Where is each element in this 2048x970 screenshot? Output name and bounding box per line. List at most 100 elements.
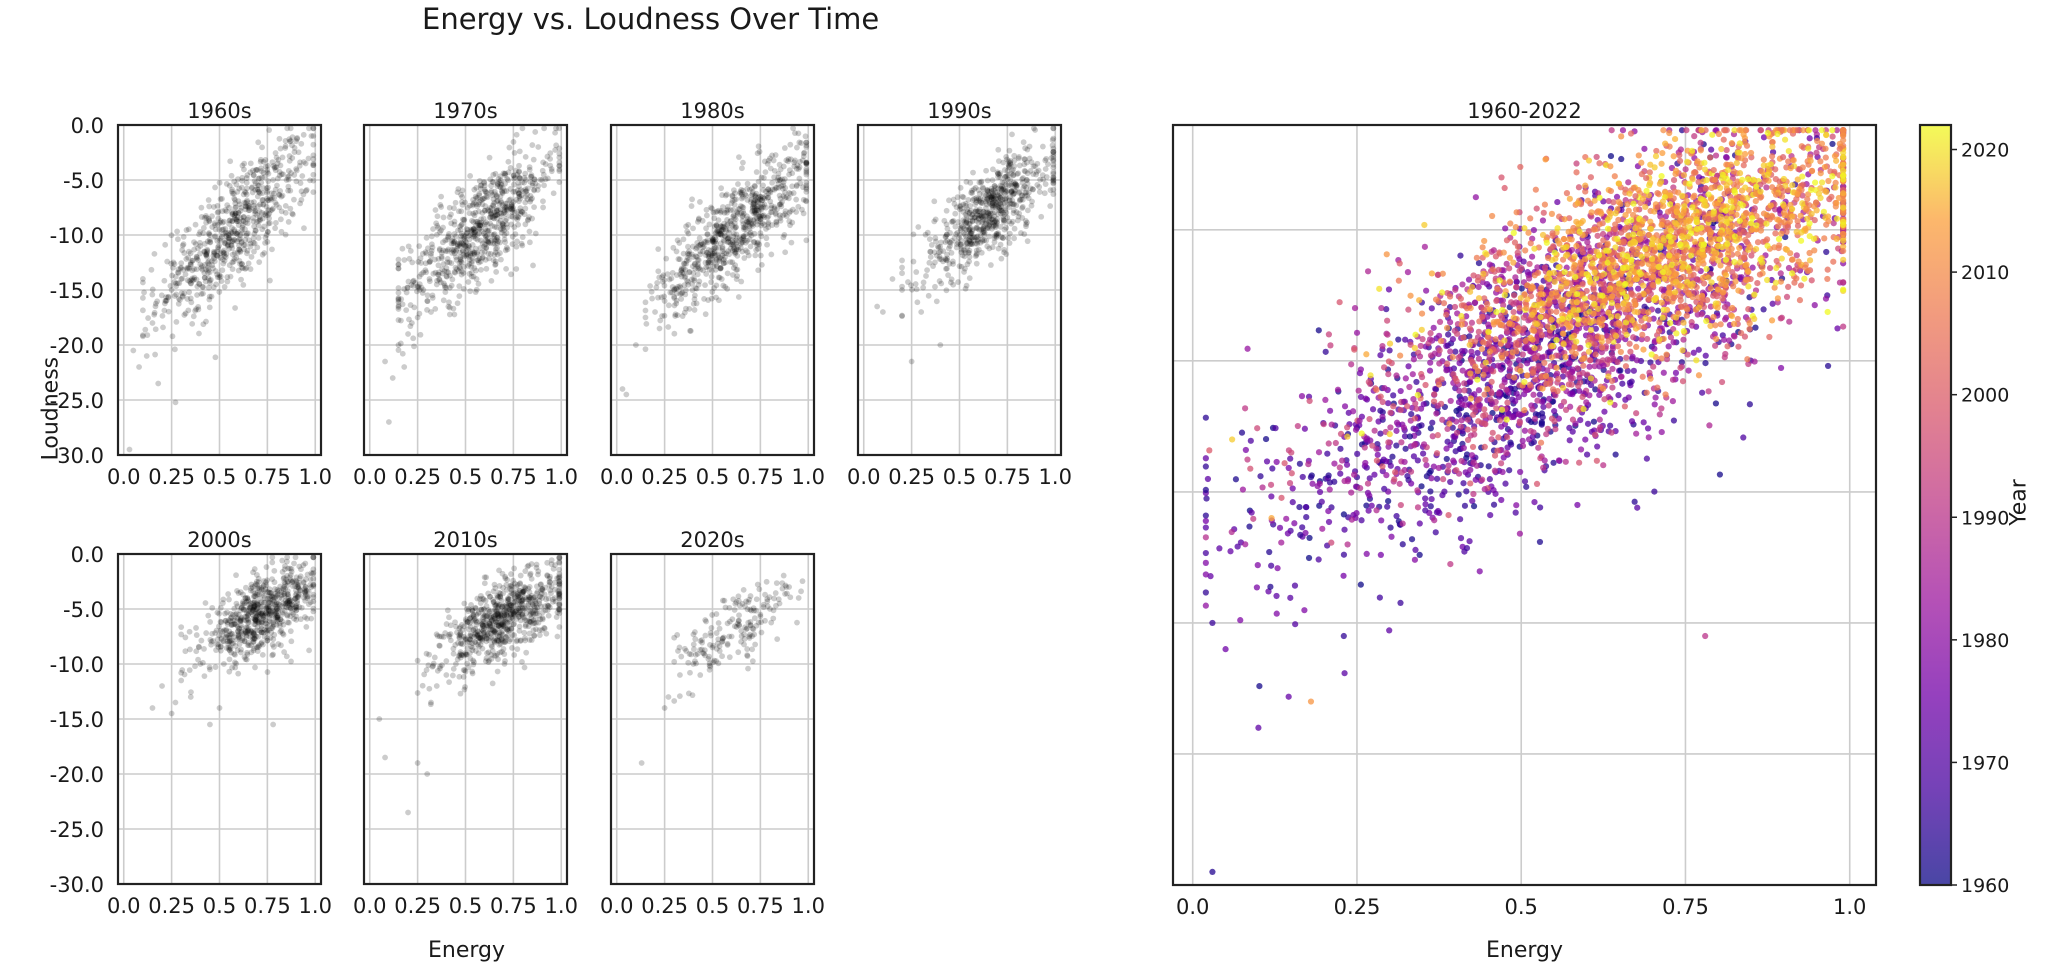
panel-7-point (1486, 463, 1492, 469)
panel-2-point (678, 296, 684, 302)
panel-0-point (242, 200, 248, 206)
panel-0-point (200, 291, 206, 297)
panel-6-point (736, 593, 742, 599)
panel-1-point (490, 202, 496, 208)
panel-0-point (248, 160, 254, 166)
panel-1-point (540, 205, 546, 211)
panel-1-point (452, 219, 458, 225)
panel-2-point (777, 193, 783, 199)
panel-4-point (205, 613, 211, 619)
panel-5-point (426, 686, 432, 692)
panel-4-point (228, 631, 234, 637)
panel-6-point (726, 605, 732, 611)
panel-1-point (514, 239, 520, 245)
panel-3-point (998, 256, 1004, 262)
panel-0-point (236, 210, 242, 216)
panel-1-point (442, 283, 448, 289)
panel-5-point (556, 554, 562, 560)
panel-7-point (1487, 512, 1493, 518)
panel-0-point (130, 348, 136, 354)
panel-4-point (218, 619, 224, 625)
panel-1-point (446, 299, 452, 305)
panel-3-point (973, 253, 979, 259)
panel-0-point (195, 304, 201, 310)
panel-4-point (260, 652, 266, 658)
panel-7-point (1300, 474, 1306, 480)
panel-5-point (546, 613, 552, 619)
panel-5-point (550, 599, 556, 605)
panel-7-point (1290, 499, 1296, 505)
panel-1-point (483, 266, 489, 272)
panel-7-point (1825, 363, 1831, 369)
panel-1-point (523, 177, 529, 183)
panel-0-point (210, 265, 216, 271)
panel-2-point (720, 283, 726, 289)
panel-3-point (949, 250, 955, 256)
panel-0-point (288, 125, 294, 131)
panel-2-point (662, 298, 668, 304)
panel-1-point (411, 343, 417, 349)
panel-3-point (943, 266, 949, 272)
panel-6-point (747, 632, 753, 638)
panel-0-point (207, 240, 213, 246)
panel-7-point (1502, 481, 1508, 487)
panel-2-point (675, 312, 681, 318)
panel-0-point (174, 229, 180, 235)
panel-0-point (256, 175, 262, 181)
panel-6-point (774, 580, 780, 586)
panel-4-point (251, 593, 257, 599)
panel-2-point (777, 162, 783, 168)
panel-3-point (960, 209, 966, 215)
panel-6-point (671, 635, 677, 641)
panel-0-point (299, 173, 305, 179)
panel-2-point (663, 256, 669, 262)
panel-7-point (1713, 400, 1719, 406)
panel-0-point (207, 304, 213, 310)
panel-4-point (250, 569, 256, 575)
panel-5-point (461, 667, 467, 673)
panel-3-point (944, 287, 950, 293)
panel-2-point (736, 154, 742, 160)
panel-0-point (170, 333, 176, 339)
panel-6-point (754, 596, 760, 602)
panel-5-point (540, 587, 546, 593)
panel-0-point (206, 204, 212, 210)
panel-5-point (491, 628, 497, 634)
panel-3-point (958, 225, 964, 231)
panel-1-point (504, 176, 510, 182)
panel-3-point (961, 194, 967, 200)
panel-2-point (691, 278, 697, 284)
panel-0-point (273, 164, 279, 170)
panel-5-point (466, 606, 472, 612)
panel-1-point (502, 239, 508, 245)
panel-4-point (236, 634, 242, 640)
panel-5-point (457, 652, 463, 658)
panel-0-point (251, 218, 257, 224)
panel-7-point (1256, 683, 1262, 689)
panel-2-point (681, 251, 687, 257)
panel-3-point (966, 221, 972, 227)
panel-1-point (440, 271, 446, 277)
panel-5-point (522, 635, 528, 641)
panel-3-point (957, 232, 963, 238)
panel-3-point (960, 217, 966, 223)
panel-0-point (153, 303, 159, 309)
panel-3-point (1025, 207, 1031, 213)
panel-3-point (1002, 167, 1008, 173)
panel-2-point (643, 321, 649, 327)
panel-4-point (270, 722, 276, 728)
panel-6-point (748, 593, 754, 599)
panel-5-point (495, 638, 501, 644)
panel-2-point (755, 267, 761, 273)
panel-3-point (976, 216, 982, 222)
panel-2-point (761, 187, 767, 193)
panel-0-point (246, 261, 252, 267)
panel-7-point (1458, 535, 1464, 541)
panel-4-point (150, 705, 156, 711)
panel-1-point (541, 125, 547, 131)
panel-0-point (254, 212, 260, 218)
panel-0-point (152, 352, 158, 358)
panel-2-point (633, 342, 639, 348)
panel-0-point (262, 157, 268, 163)
panel-0-point (180, 243, 186, 249)
